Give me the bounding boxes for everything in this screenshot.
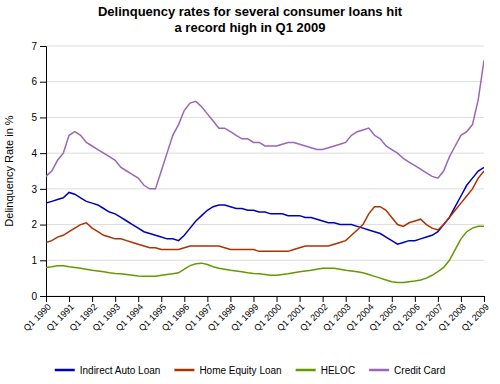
y-tick: 2 [31, 219, 46, 230]
x-tick-mark [161, 296, 162, 302]
y-tick-label: 7 [31, 41, 37, 52]
series-line [46, 60, 484, 189]
y-tick-label: 4 [31, 148, 37, 159]
grid-line [46, 81, 484, 82]
x-axis: Q1 1990Q1 1991Q1 1992Q1 1993Q1 1994Q1 19… [22, 296, 491, 333]
y-tick-mark [40, 189, 46, 190]
y-axis-title: Delinquency Rate in % [3, 115, 15, 227]
x-tick-mark [230, 296, 231, 302]
y-tick-label: 2 [31, 219, 37, 230]
y-axis: 0 1 2 3 4 5 6 7 [31, 41, 46, 302]
chart: Delinquency rates for several consumer l… [0, 0, 500, 384]
y-tick: 6 [31, 76, 46, 87]
series-line [46, 167, 484, 244]
y-tick: 5 [31, 112, 46, 123]
grid-line [46, 117, 484, 118]
y-tick-label: 6 [31, 76, 37, 87]
y-tick: 1 [31, 255, 46, 266]
legend-swatch [369, 369, 389, 372]
y-tick-mark [40, 225, 46, 226]
y-tick-mark [40, 296, 46, 297]
x-tick-mark [323, 296, 324, 302]
grid-line [46, 188, 484, 189]
legend-label: HELOC [321, 365, 355, 376]
y-tick-label: 0 [31, 291, 37, 302]
legend-item: Credit Card [369, 365, 445, 376]
y-tick: 0 [31, 291, 46, 302]
y-tick-mark [40, 117, 46, 118]
y-tick-label: 5 [31, 112, 37, 123]
x-tick-mark [392, 296, 393, 302]
x-tick-mark [484, 296, 485, 302]
legend-swatch [296, 369, 316, 372]
legend: Indirect Auto Loan Home Equity Loan HELOC C… [55, 365, 446, 376]
x-tick-mark [369, 296, 370, 302]
x-tick-mark [438, 296, 439, 302]
y-tick-mark [40, 153, 46, 154]
x-tick-mark [69, 296, 70, 302]
x-tick-label: Q1 2009 [460, 302, 491, 333]
lines [46, 60, 484, 282]
legend-item: Indirect Auto Loan [55, 365, 161, 376]
y-tick: 3 [31, 184, 46, 195]
x-tick-mark [184, 296, 185, 302]
x-tick-mark [253, 296, 254, 302]
x-tick-mark [277, 296, 278, 302]
grid-line [46, 260, 484, 261]
y-tick: 4 [31, 148, 46, 159]
legend-item: HELOC [296, 365, 355, 376]
x-tick-mark [300, 296, 301, 302]
title: Delinquency rates for several consumer l… [98, 4, 403, 35]
x-tick: Q1 2009 [460, 296, 491, 333]
x-tick-mark [92, 296, 93, 302]
grid-line [46, 153, 484, 154]
y-axis-line [40, 47, 47, 297]
grid [46, 46, 484, 296]
y-tick-label: 3 [31, 184, 37, 195]
legend-item: Home Equity Loan [174, 365, 281, 376]
series-line [46, 171, 484, 251]
series-line [46, 226, 484, 282]
legend-swatch [55, 369, 75, 372]
grid-line [46, 46, 484, 47]
x-tick-mark [415, 296, 416, 302]
legend-label: Credit Card [394, 365, 445, 376]
plot: 0 1 2 3 4 5 6 7 Q1 1990Q1 1991Q1 1992Q1 1993Q1 1… [22, 41, 491, 334]
y-tick-mark [40, 260, 46, 261]
legend-swatch [174, 369, 194, 372]
y-tick: 7 [31, 41, 46, 52]
x-tick-mark [138, 296, 139, 302]
x-tick-mark [46, 296, 47, 302]
x-tick-mark [207, 296, 208, 302]
legend-label: Home Equity Loan [199, 365, 281, 376]
x-tick-mark [346, 296, 347, 302]
x-axis-line [47, 297, 485, 303]
x-tick-mark [461, 296, 462, 302]
legend-label: Indirect Auto Loan [80, 365, 161, 376]
y-tick-mark [40, 46, 46, 47]
y-tick-label: 1 [31, 255, 37, 266]
y-tick-mark [40, 82, 46, 83]
x-tick-mark [115, 296, 116, 302]
grid-line [46, 224, 484, 225]
